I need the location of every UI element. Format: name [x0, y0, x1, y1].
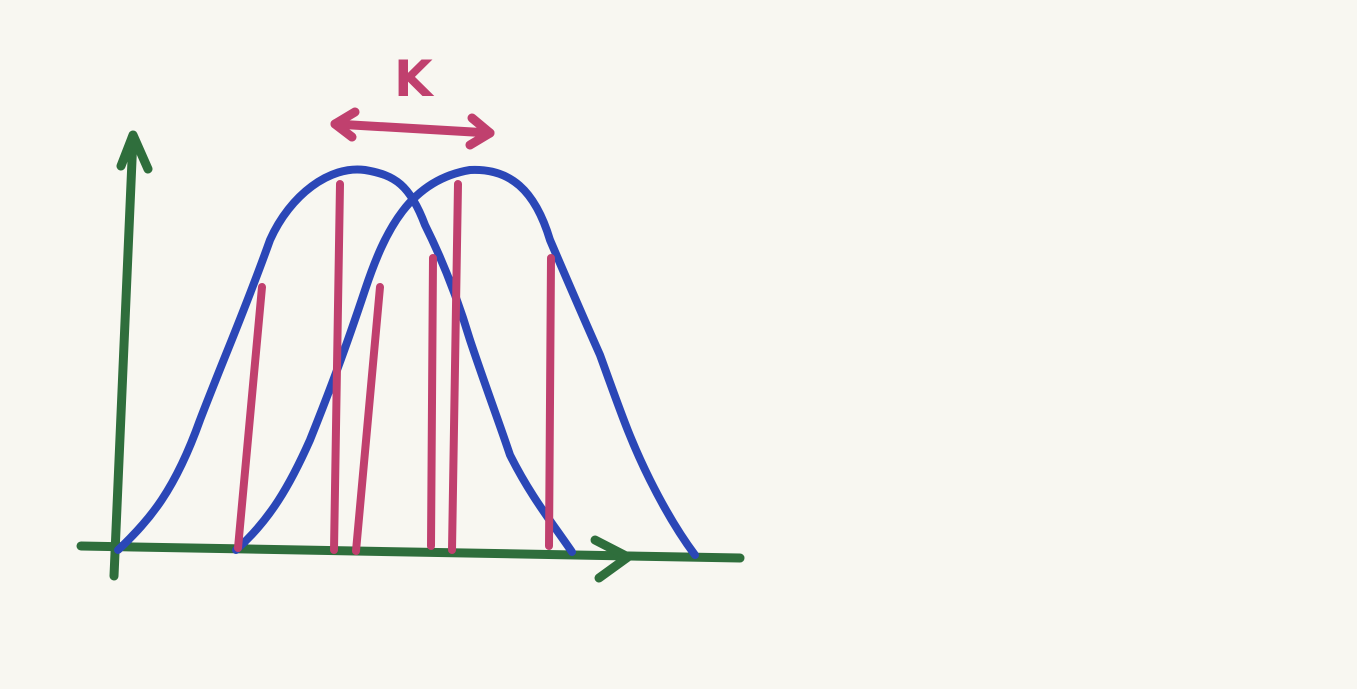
sample-markers — [234, 180, 555, 555]
marker-line — [545, 254, 555, 550]
axes — [76, 130, 745, 583]
marker-line — [330, 180, 344, 554]
x-axis — [76, 541, 745, 563]
left-bell-curve — [114, 165, 576, 556]
shift-indicator: K — [330, 50, 495, 150]
right-bell-curve — [232, 165, 699, 559]
right-arrowhead-icon — [465, 113, 495, 150]
marker-line — [352, 283, 384, 555]
shift-label: K — [394, 50, 435, 108]
double-arrow-shaft — [330, 119, 495, 138]
marker-line — [234, 283, 266, 552]
y-axis-arrowhead — [116, 130, 153, 174]
y-axis — [109, 132, 138, 581]
curves — [114, 165, 699, 559]
marker-line — [427, 254, 437, 550]
x-axis-arrowhead — [590, 535, 633, 583]
left-arrowhead-icon — [330, 107, 360, 142]
marker-line — [448, 180, 462, 554]
